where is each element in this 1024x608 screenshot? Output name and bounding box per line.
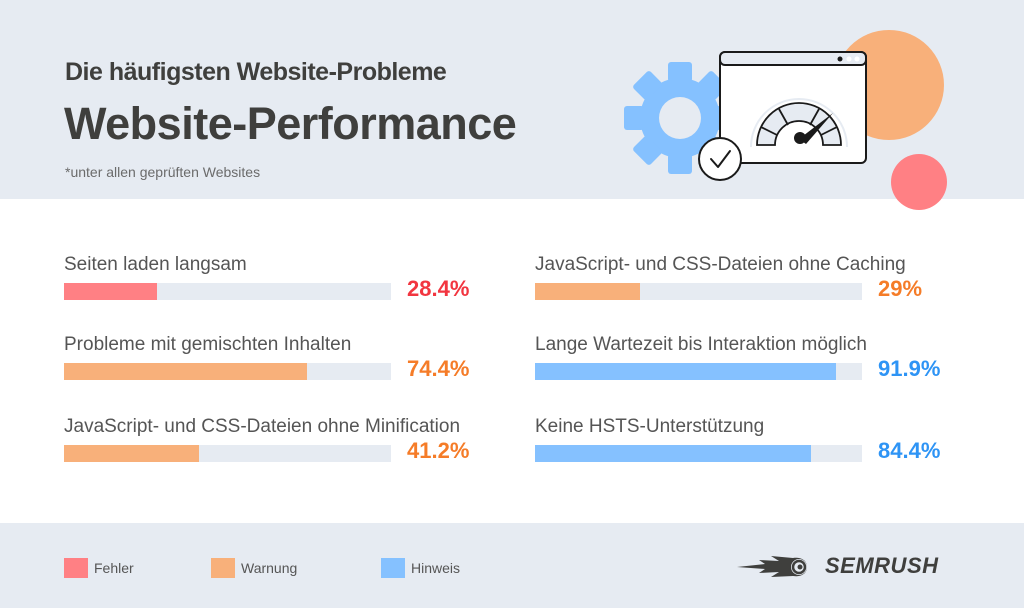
bar-track [64, 283, 391, 300]
legend-swatch-warning [211, 558, 235, 578]
checkmark-badge-icon [698, 137, 742, 181]
bar-fill-notice [535, 445, 811, 462]
bar-value: 41.2% [407, 438, 470, 463]
bar-label: JavaScript- und CSS-Dateien ohne Caching [535, 254, 906, 275]
bar-label: Seiten laden langsam [64, 254, 247, 275]
speedometer-illustration-icon [624, 30, 947, 210]
bar-value: 28.4% [407, 276, 470, 301]
legend-label: Fehler [94, 560, 134, 576]
brand-name: SEMRUSH [825, 553, 939, 578]
bar-item-keine-hsts: Keine HSTS-Unterstützung 84.4% [535, 416, 975, 476]
bar-label: Lange Wartezeit bis Interaktion möglich [535, 334, 867, 355]
bar-item-seiten-laden-langsam: Seiten laden langsam 28.4% [64, 254, 504, 314]
bar-track [535, 445, 862, 462]
bar-value: 91.9% [878, 356, 941, 381]
bar-label: JavaScript- und CSS-Dateien ohne Minific… [64, 416, 461, 437]
legend-swatch-error [64, 558, 88, 578]
bar-fill-warning [64, 363, 308, 380]
bar-fill-warning [535, 283, 640, 300]
header-banner: Die häufigsten Website-Probleme Website-… [0, 0, 1024, 210]
red-circle-icon [891, 154, 947, 210]
bar-value: 29% [878, 276, 923, 301]
bar-track [535, 283, 862, 300]
bar-label: Probleme mit gemischten Inhalten [64, 334, 352, 355]
subtitle: *unter allen geprüften Websites [65, 164, 261, 180]
bar-item-gemischte-inhalte: Probleme mit gemischten Inhalten 74.4% [64, 334, 504, 394]
bar-value: 74.4% [407, 356, 470, 381]
bar-track [64, 445, 391, 462]
legend-label: Warnung [241, 560, 298, 576]
bar-item-lange-wartezeit: Lange Wartezeit bis Interaktion möglich … [535, 334, 975, 394]
bar-fill-warning [64, 445, 199, 462]
page-title: Website-Performance [64, 98, 517, 149]
bar-item-ohne-minification: JavaScript- und CSS-Dateien ohne Minific… [64, 416, 504, 476]
bar-fill-error [64, 283, 157, 300]
semrush-flame-logo-icon [737, 556, 807, 577]
bar-item-ohne-caching: JavaScript- und CSS-Dateien ohne Caching… [535, 254, 975, 314]
browser-window-icon [719, 51, 867, 164]
bar-fill-notice [535, 363, 836, 380]
bar-track [535, 363, 862, 380]
bar-track [64, 363, 391, 380]
bar-value: 84.4% [878, 438, 941, 463]
bar-label: Keine HSTS-Unterstützung [535, 416, 765, 437]
legend-label: Hinweis [411, 560, 461, 576]
legend-swatch-notice [381, 558, 405, 578]
title-line-1: Die häufigsten Website-Probleme [65, 58, 447, 86]
footer-legend-bar: Fehler Warnung Hinweis SEMRUSH [0, 523, 1024, 608]
semrush-logo: SEMRUSH [735, 551, 950, 581]
